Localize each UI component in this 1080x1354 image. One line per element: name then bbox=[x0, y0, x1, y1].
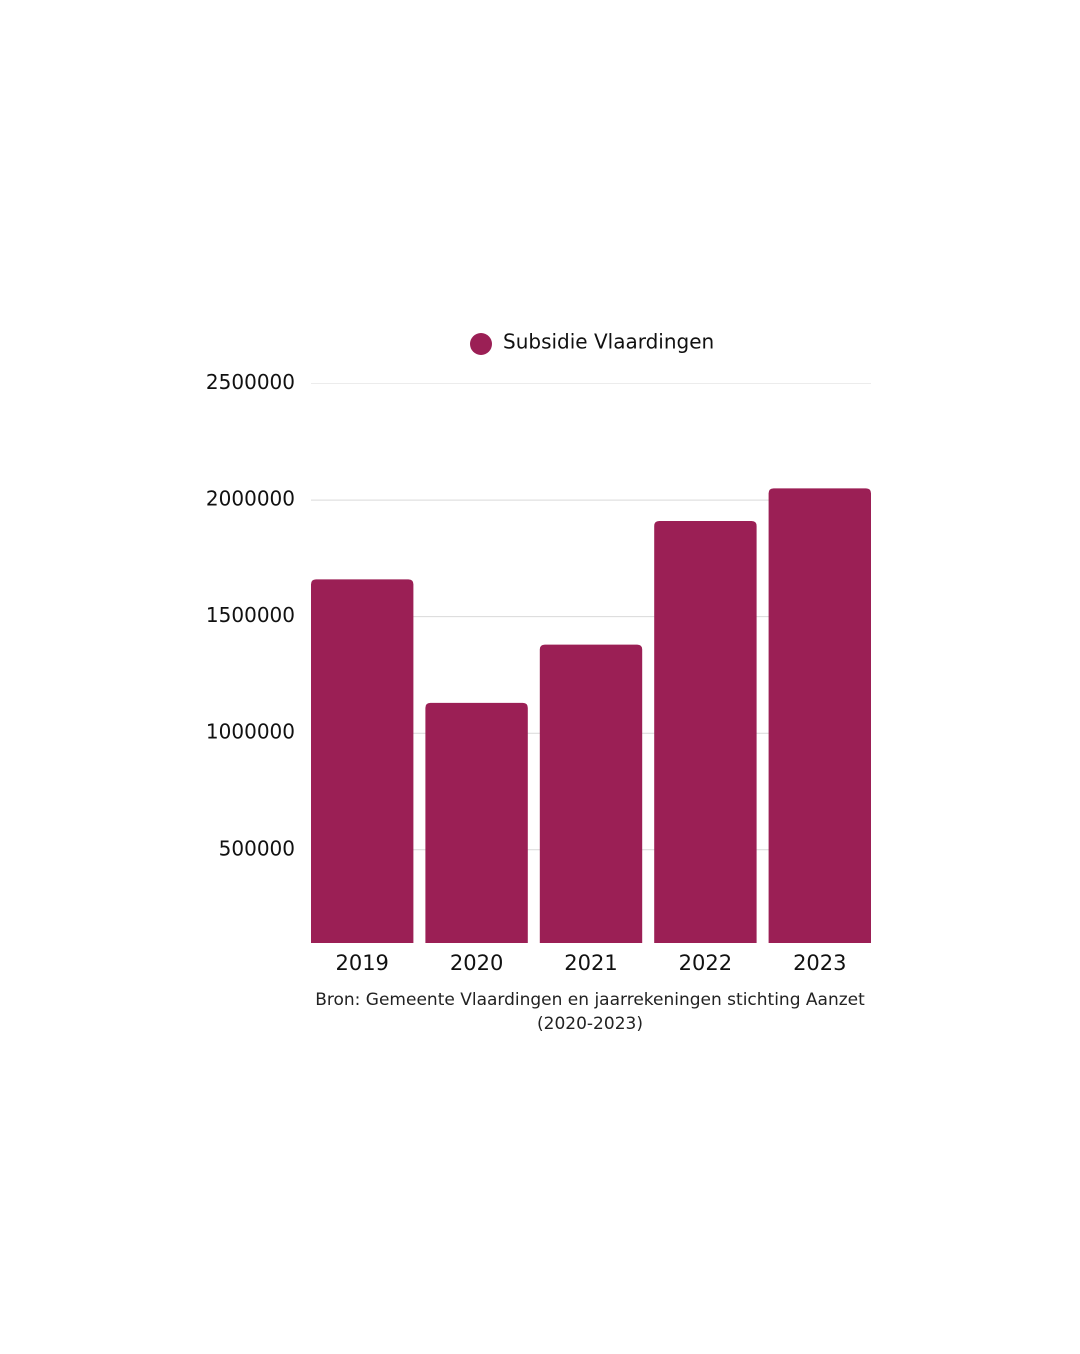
bar-2020 bbox=[425, 702, 528, 943]
legend: Subsidie Vlaardingen bbox=[470, 330, 714, 355]
source-caption: Bron: Gemeente Vlaardingen en jaarrekeni… bbox=[300, 988, 880, 1036]
legend-label: Subsidie Vlaardingen bbox=[503, 330, 714, 354]
source-caption-line-1: Bron: Gemeente Vlaardingen en jaarrekeni… bbox=[315, 990, 865, 1010]
x-tick-label: 2019 bbox=[335, 951, 388, 975]
x-tick-label: 2022 bbox=[679, 951, 732, 975]
y-tick-label: 1500000 bbox=[206, 603, 295, 627]
y-tick-label: 2000000 bbox=[206, 487, 295, 511]
y-tick-label: 500000 bbox=[219, 836, 295, 860]
x-axis-ticks: 2019 2020 2021 2022 2023 bbox=[335, 951, 846, 975]
bar-2023 bbox=[768, 488, 871, 943]
x-tick-label: 2023 bbox=[793, 951, 846, 975]
y-tick-label: 2500000 bbox=[206, 370, 295, 394]
y-tick-label: 1000000 bbox=[206, 720, 295, 744]
x-tick-label: 2021 bbox=[564, 951, 617, 975]
bar-2022 bbox=[654, 521, 757, 943]
x-tick-label: 2020 bbox=[450, 951, 503, 975]
legend-marker bbox=[470, 333, 492, 355]
source-caption-line-2: (2020-2023) bbox=[537, 1014, 643, 1034]
y-axis-ticks: 500000 1000000 1500000 2000000 2500000 bbox=[206, 370, 295, 860]
bar-2019 bbox=[311, 579, 414, 943]
bars bbox=[311, 488, 871, 943]
bar-2021 bbox=[539, 644, 643, 943]
